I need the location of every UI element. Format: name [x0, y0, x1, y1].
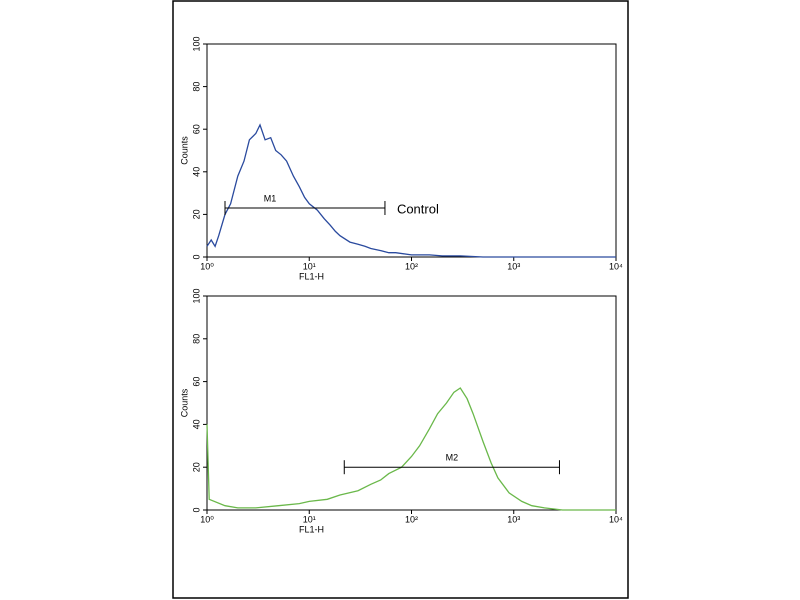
y-axis-label: Counts: [179, 388, 189, 417]
frame: [172, 0, 629, 599]
y-tick-label: 20: [191, 209, 201, 219]
x-tick-label: 10¹: [303, 514, 316, 524]
y-axis-label: Counts: [179, 136, 189, 165]
x-tick-label: 10³: [507, 261, 520, 271]
y-tick-label: 100: [191, 288, 201, 303]
histogram-line: [206, 387, 616, 511]
annotation: Control: [397, 201, 439, 216]
y-tick-label: 80: [191, 82, 201, 92]
marker-label: M2: [446, 453, 459, 463]
x-tick-label: 10²: [405, 261, 418, 271]
marker-label: M1: [264, 193, 277, 203]
x-tick-label: 10⁰: [200, 514, 214, 524]
y-tick-label: 40: [191, 419, 201, 429]
x-tick-label: 10⁰: [200, 261, 214, 271]
x-tick-label: 10⁴: [609, 514, 623, 524]
plot-area: [206, 43, 617, 258]
y-tick-label: 80: [191, 334, 201, 344]
y-tick-label: 40: [191, 167, 201, 177]
y-tick-label: 60: [191, 377, 201, 387]
y-tick-label: 0: [191, 254, 201, 259]
plot-area: [206, 295, 617, 511]
x-tick-label: 10¹: [303, 261, 316, 271]
histogram-line: [206, 123, 616, 258]
x-axis-label: FL1-H: [299, 271, 324, 281]
y-tick-label: 20: [191, 462, 201, 472]
x-tick-label: 10²: [405, 514, 418, 524]
y-tick-label: 100: [191, 36, 201, 51]
y-tick-label: 60: [191, 124, 201, 134]
x-axis-label: FL1-H: [299, 524, 324, 534]
x-tick-label: 10⁴: [609, 261, 623, 271]
x-tick-label: 10³: [507, 514, 520, 524]
y-tick-label: 0: [191, 507, 201, 512]
